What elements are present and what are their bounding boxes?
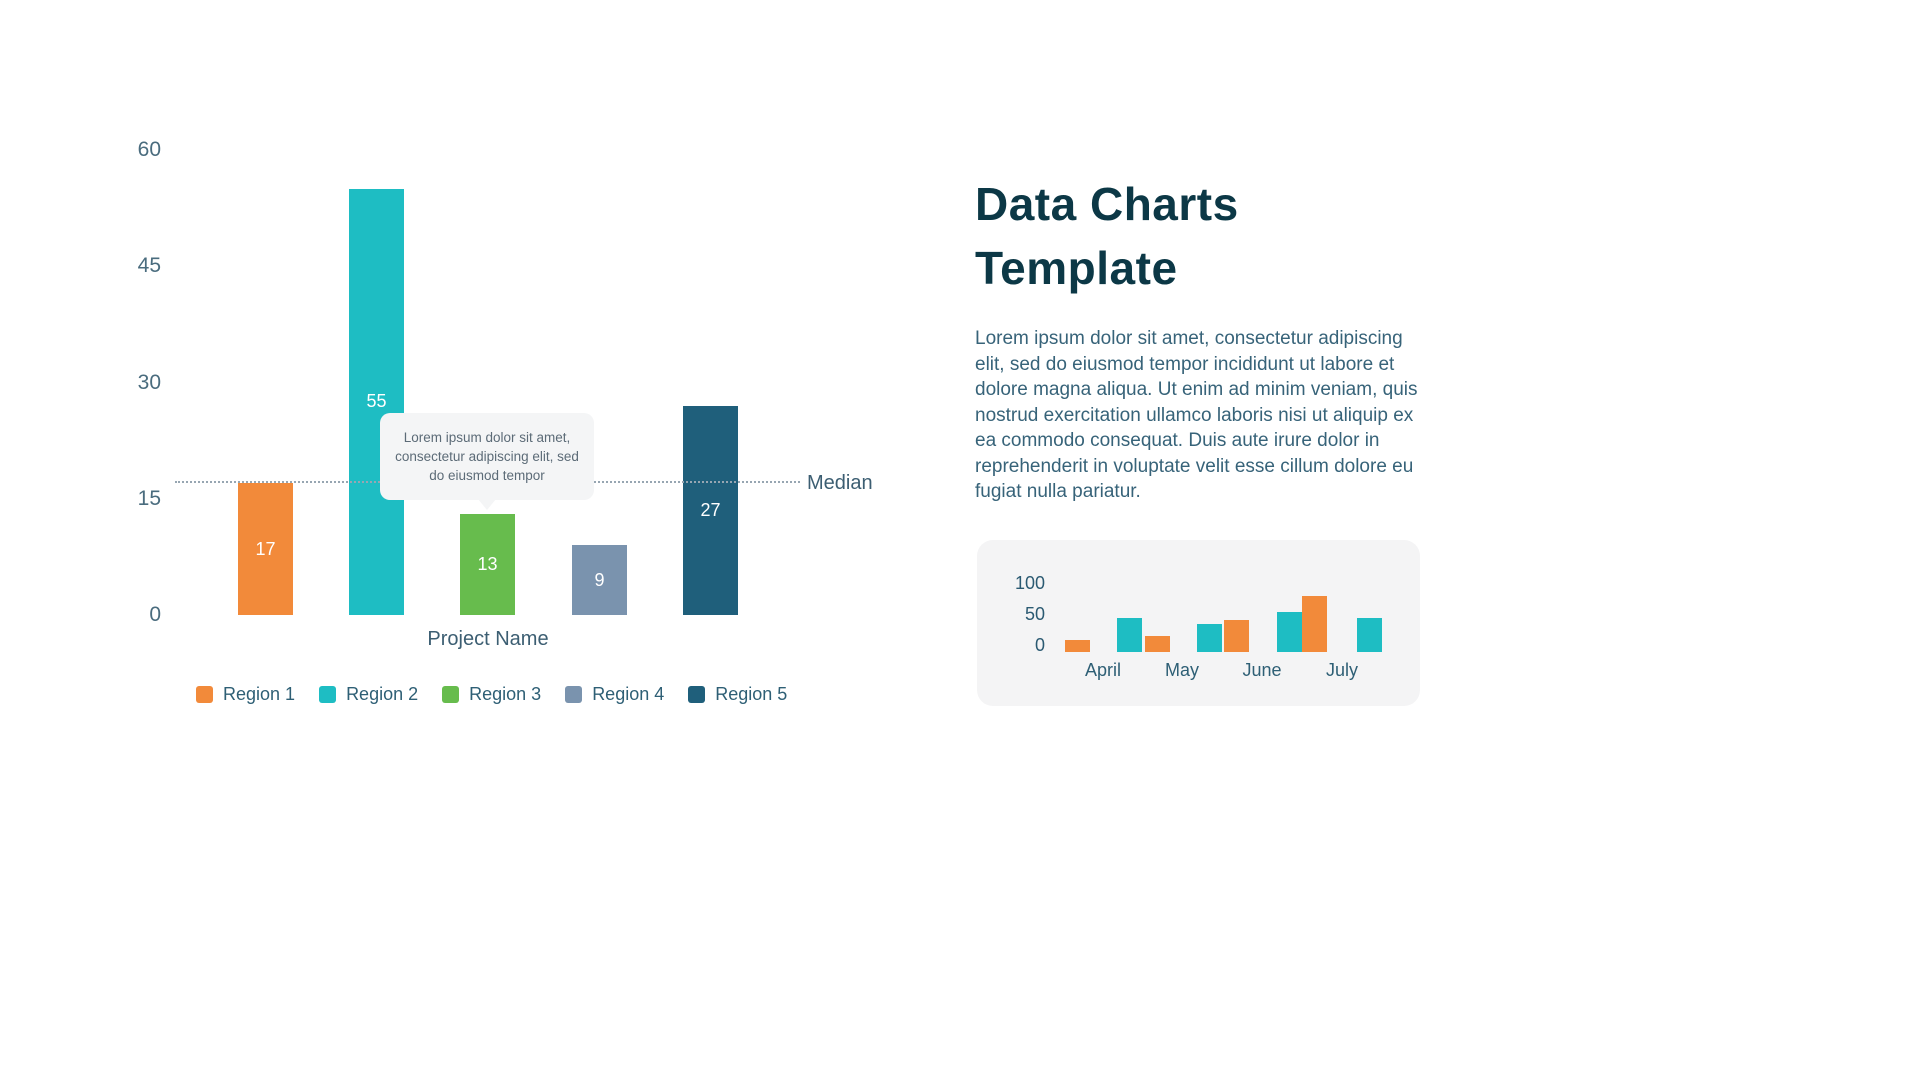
legend-item-2: Region 2 — [319, 684, 418, 705]
bar-region-5: 27 — [683, 405, 738, 615]
legend-item-3: Region 3 — [442, 684, 541, 705]
mini-y-axis-tick: 100 — [1014, 573, 1045, 593]
page-title-line-2: Template — [975, 242, 1178, 294]
bar-value-label: 9 — [594, 569, 605, 590]
mini-bar-teal — [1197, 624, 1222, 652]
mini-bar-orange — [1145, 635, 1170, 652]
legend-swatch — [196, 686, 213, 703]
chart-legend: Region 1 Region 2 Region 3 Region 4 Region 5 — [196, 684, 787, 705]
legend-swatch — [688, 686, 706, 703]
chart-tooltip: Lorem ipsum dolor sit amet, consectetur … — [380, 413, 594, 510]
page-title-line-1: Data Charts — [975, 178, 1239, 230]
median-label: Median — [807, 472, 873, 495]
legend-swatch — [442, 686, 460, 703]
chart-tooltip-text: Lorem ipsum dolor sit amet, consectetur … — [395, 430, 579, 483]
bar-value-label: 27 — [700, 499, 721, 520]
legend-swatch — [319, 686, 337, 703]
mini-bar-orange — [1224, 619, 1249, 652]
mini-bar-orange — [1065, 639, 1090, 652]
tooltip-arrow — [478, 499, 496, 510]
bar-region-2: 55 — [349, 188, 404, 615]
main-bar-chart: Median Lorem ipsum dolor sit amet, conse… — [138, 138, 875, 626]
y-axis-tick: 45 — [137, 254, 161, 278]
legend-item-5: Region 5 — [688, 684, 787, 705]
legend-item-1: Region 1 — [196, 684, 295, 705]
bar-region-1: 17 — [238, 483, 293, 615]
description-text: Lorem ipsum dolor sit amet, consectetur … — [975, 328, 1418, 502]
mini-y-axis-tick: 50 — [1024, 604, 1045, 624]
y-axis-tick: 30 — [137, 370, 161, 394]
bar-value-label: 13 — [477, 554, 498, 575]
bar-value-label: 17 — [255, 538, 276, 559]
mini-bar-orange — [1302, 596, 1327, 652]
mini-bar-teal — [1277, 611, 1302, 652]
x-axis-title: Project Name — [427, 628, 549, 650]
legend-item-4: Region 4 — [565, 684, 664, 705]
mini-x-axis-tick: May — [1164, 660, 1199, 680]
legend-label: Region 1 — [223, 684, 296, 704]
mini-x-axis-tick: April — [1084, 660, 1121, 680]
legend-label: Region 5 — [715, 684, 788, 704]
page-title: Data Charts Template — [975, 172, 1239, 300]
legend-label: Region 4 — [592, 684, 665, 704]
bar-value-label: 55 — [366, 391, 387, 412]
mini-x-axis-tick: July — [1325, 660, 1358, 680]
bar-region-3: 13 — [460, 514, 515, 615]
mini-bar-teal — [1357, 617, 1382, 652]
mini-y-axis-tick: 0 — [1034, 635, 1045, 655]
y-axis-tick: 15 — [137, 486, 161, 510]
legend-swatch — [565, 686, 583, 703]
y-axis-tick: 60 — [137, 138, 161, 161]
mini-bar-teal — [1117, 617, 1142, 652]
legend-label: Region 2 — [346, 684, 419, 704]
legend-label: Region 3 — [469, 684, 542, 704]
mini-x-axis-tick: June — [1242, 660, 1282, 680]
y-axis-tick: 0 — [149, 603, 161, 626]
bar-region-4: 9 — [572, 545, 627, 615]
mini-chart-card: 0 50 100 April May June July — [977, 540, 1420, 706]
